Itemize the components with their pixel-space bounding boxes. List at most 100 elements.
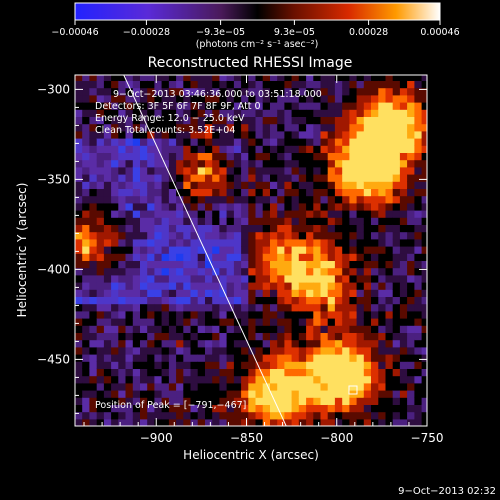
- heatmap-cell: [89, 339, 98, 348]
- heatmap-cell: [363, 202, 372, 211]
- heatmap-cell: [378, 75, 387, 81]
- heatmap-cell: [421, 224, 427, 233]
- heatmap-cell: [219, 368, 228, 377]
- heatmap-cell: [241, 166, 249, 175]
- heatmap-cell: [132, 210, 141, 218]
- heatmap-cell: [118, 210, 127, 218]
- heatmap-cell: [421, 80, 427, 89]
- heatmap-cell: [89, 75, 98, 81]
- plot-area: 9−Oct−2013 03:46:36.000 to 03:51:18.000D…: [37, 74, 443, 445]
- heatmap-cell: [118, 138, 127, 146]
- heatmap-cell: [342, 318, 350, 326]
- heatmap-cell: [161, 296, 170, 305]
- heatmap-cell: [277, 260, 285, 269]
- heatmap-cell: [392, 75, 401, 81]
- heatmap-cell: [277, 130, 285, 139]
- heatmap-cell: [320, 246, 329, 254]
- heatmap-cell: [371, 303, 379, 312]
- heatmap-cell: [371, 145, 379, 153]
- heatmap-cell: [118, 260, 127, 269]
- heatmap-cell: [414, 282, 423, 290]
- heatmap-cell: [241, 368, 249, 377]
- heatmap-cell: [82, 217, 90, 225]
- heatmap-cell: [125, 397, 134, 405]
- heatmap-cell: [313, 361, 322, 369]
- heatmap-cell: [226, 375, 235, 384]
- heatmap-cell: [103, 166, 112, 175]
- heatmap-cell: [154, 224, 163, 233]
- heatmap-cell: [111, 310, 119, 319]
- heatmap-cell: [262, 231, 271, 240]
- heatmap-cell: [392, 159, 401, 168]
- heatmap-cell: [176, 109, 184, 117]
- heatmap-cell: [140, 130, 148, 139]
- heatmap-cell: [190, 397, 199, 405]
- heatmap-cell: [176, 404, 184, 413]
- heatmap-cell: [334, 130, 343, 139]
- heatmap-cell: [277, 390, 285, 398]
- heatmap-cell: [147, 87, 155, 96]
- heatmap-cell: [334, 174, 343, 182]
- heatmap-cell: [392, 318, 401, 326]
- heatmap-cell: [75, 418, 83, 426]
- heatmap-cell: [75, 130, 83, 139]
- heatmap-cell: [111, 411, 119, 420]
- heatmap-cell: [342, 159, 350, 168]
- heatmap-cell: [118, 274, 127, 283]
- heatmap-cell: [233, 346, 242, 355]
- annotation-line: 9−Oct−2013 03:46:36.000 to 03:51:18.000: [113, 89, 322, 100]
- heatmap-cell: [349, 354, 358, 362]
- heatmap-cell: [197, 174, 206, 182]
- heatmap-cell: [363, 87, 372, 96]
- heatmap-cell: [241, 224, 249, 233]
- heatmap-cell: [111, 354, 119, 362]
- heatmap-cell: [277, 267, 285, 276]
- heatmap-cell: [118, 282, 127, 290]
- heatmap-cell: [241, 138, 249, 146]
- heatmap-cell: [212, 145, 220, 153]
- heatmap-cell: [414, 404, 423, 413]
- heatmap-cell: [241, 310, 249, 319]
- heatmap-cell: [89, 296, 98, 305]
- heatmap-cell: [334, 246, 343, 254]
- heatmap-cell: [154, 152, 163, 161]
- heatmap-cell: [75, 267, 83, 276]
- peak-label: Position of Peak = [−791,−467]: [95, 400, 246, 411]
- heatmap-cell: [356, 253, 365, 261]
- heatmap-cell: [334, 202, 343, 211]
- heatmap-cell: [284, 282, 293, 290]
- heatmap-cell: [125, 138, 134, 146]
- heatmap-cell: [298, 411, 307, 420]
- heatmap-cell: [197, 296, 206, 305]
- heatmap-cell: [248, 80, 257, 89]
- heatmap-cell: [241, 181, 249, 189]
- heatmap-cell: [277, 253, 285, 261]
- heatmap-cell: [161, 102, 170, 110]
- heatmap-cell: [327, 238, 336, 247]
- heatmap-cell: [414, 274, 423, 283]
- heatmap-cell: [125, 267, 134, 276]
- heatmap-cell: [219, 116, 228, 125]
- heatmap-cell: [284, 130, 293, 139]
- heatmap-cell: [371, 368, 379, 377]
- heatmap-cell: [313, 116, 322, 125]
- heatmap-cell: [421, 238, 427, 247]
- heatmap-cell: [147, 346, 155, 355]
- heatmap-cell: [205, 390, 213, 398]
- heatmap-cell: [421, 346, 427, 355]
- heatmap-cell: [241, 339, 249, 348]
- heatmap-cell: [262, 361, 271, 369]
- heatmap-cell: [284, 325, 293, 333]
- heatmap-cell: [212, 152, 220, 161]
- heatmap-cell: [96, 87, 105, 96]
- heatmap-cell: [392, 267, 401, 276]
- heatmap-cell: [306, 231, 314, 240]
- heatmap-cell: [421, 296, 427, 305]
- heatmap-cell: [255, 267, 264, 276]
- heatmap-cell: [176, 202, 184, 211]
- heatmap-cell: [132, 325, 141, 333]
- heatmap-cell: [327, 260, 336, 269]
- heatmap-cell: [82, 202, 90, 211]
- heatmap-cell: [399, 202, 408, 211]
- heatmap-cell: [248, 130, 257, 139]
